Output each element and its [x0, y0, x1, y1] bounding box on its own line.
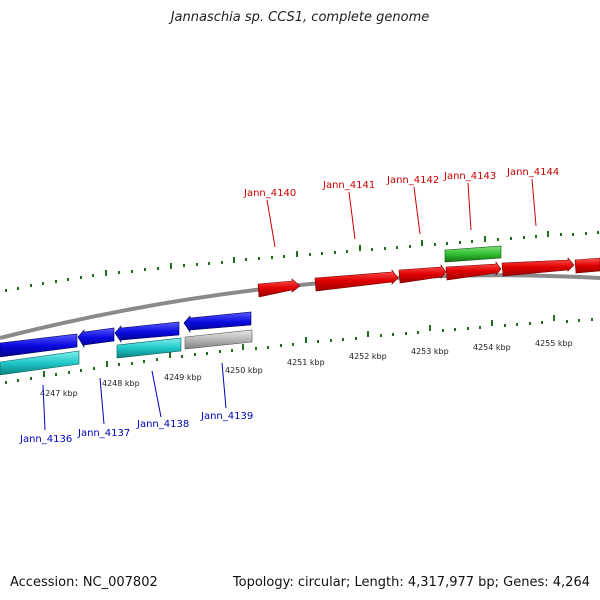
- scale-label: 4252 kbp: [349, 352, 387, 361]
- gene-arrow-jann-4137[interactable]: [77, 327, 115, 349]
- gene-arrow-cyan-2[interactable]: [116, 337, 182, 359]
- gene-label-jann-4140[interactable]: Jann_4140: [243, 188, 296, 199]
- gene-arrow-jann-4144[interactable]: [501, 257, 575, 277]
- gene-label-jann-4137[interactable]: Jann_4137: [77, 428, 130, 439]
- gene-arrow-jann-4139[interactable]: [183, 311, 252, 333]
- gene-label-jann-4136[interactable]: Jann_4136: [19, 434, 72, 445]
- genome-summary-text: Topology: circular; Length: 4,317,977 bp…: [232, 575, 590, 590]
- gene-arrow-jann-4136[interactable]: [0, 333, 78, 358]
- scale-label: 4254 kbp: [473, 343, 511, 352]
- reverse-gene-arrows: [0, 311, 252, 358]
- gene-arrow-jann-4138[interactable]: [114, 321, 180, 343]
- gene-label-jann-4144[interactable]: Jann_4144: [506, 167, 559, 178]
- gene-label-jann-4141[interactable]: Jann_4141: [322, 180, 375, 191]
- gene-arrow-jann-4140[interactable]: [257, 278, 301, 298]
- scale-label: 4250 kbp: [225, 366, 263, 375]
- gene-arrow-jann-4141[interactable]: [314, 269, 399, 292]
- gene-label-jann-4139[interactable]: Jann_4139: [200, 411, 253, 422]
- gene-arrow-jann-4143[interactable]: [445, 261, 502, 281]
- lower-tick-track: [5, 315, 593, 384]
- accession-text: Accession: NC_007802: [10, 575, 158, 590]
- scale-labels: 4247 kbp 4248 kbp 4249 kbp 4250 kbp 4251…: [40, 339, 573, 398]
- scale-label: 4247 kbp: [40, 389, 78, 398]
- scale-label: 4251 kbp: [287, 358, 325, 367]
- scale-label: 4255 kbp: [535, 339, 573, 348]
- secondary-gene-arrows: [0, 329, 253, 376]
- gene-arrow-partial[interactable]: [574, 257, 600, 274]
- upper-tick-track: [5, 231, 599, 292]
- scale-label: 4249 kbp: [164, 373, 202, 382]
- gene-label-jann-4142[interactable]: Jann_4142: [386, 175, 439, 186]
- gene-arrow-cyan-1[interactable]: [0, 350, 80, 376]
- gene-arrow-jann-4142[interactable]: [398, 264, 447, 284]
- scale-label: 4253 kbp: [411, 347, 449, 356]
- gene-label-jann-4138[interactable]: Jann_4138: [136, 419, 189, 430]
- reverse-gene-callouts: [42, 362, 227, 431]
- gene-arrow-rna[interactable]: [444, 245, 502, 263]
- gene-label-jann-4143[interactable]: Jann_4143: [443, 171, 496, 182]
- gene-arrow-grey[interactable]: [184, 329, 253, 350]
- map-title: Jannaschia sp. CCS1, complete genome: [170, 10, 430, 25]
- forward-gene-callouts: [266, 178, 537, 248]
- forward-gene-arrows: [257, 257, 600, 298]
- genome-backbone: [0, 273, 600, 340]
- scale-label: 4248 kbp: [102, 379, 140, 388]
